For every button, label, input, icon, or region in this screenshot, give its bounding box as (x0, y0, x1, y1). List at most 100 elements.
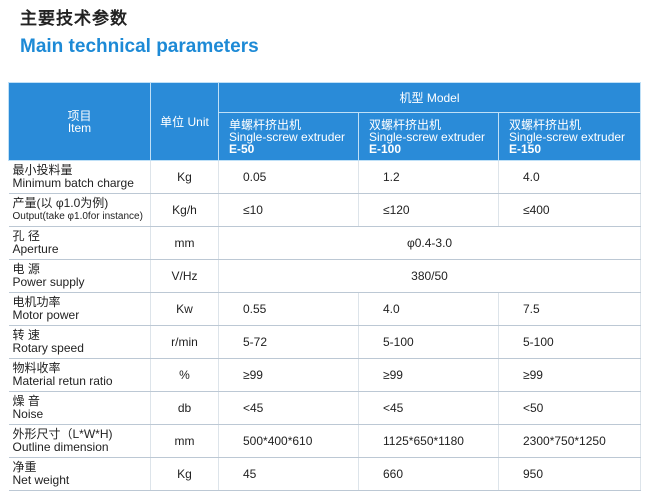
model-en: Single-screw extruder (369, 129, 486, 144)
model-code-line: E-50 (229, 143, 357, 155)
value-cell: 950 (498, 457, 642, 491)
value-cell: ≤120 (358, 193, 499, 227)
item-cell: 孔 径 Aperture (8, 226, 151, 260)
unit-cell: mm (150, 424, 219, 458)
unit-header: 单位 Unit (150, 82, 219, 161)
table-row: 电机功率 Motor power Kw 0.55 4.0 7.5 (8, 292, 642, 326)
item-en: Aperture (12, 242, 59, 256)
model-cn: 双螺杆挤出机 (369, 117, 442, 132)
item-cell: 燥 音 Noise (8, 391, 151, 425)
unit-cell: Kg (150, 457, 219, 491)
item-cn: 项目 (67, 108, 92, 123)
item-cell: 转 速 Rotary speed (8, 325, 151, 359)
item-cn: 孔 径 (12, 229, 40, 243)
value-cell: 45 (218, 457, 359, 491)
item-en: Outline dimension (12, 440, 109, 454)
model-subheader: 单螺杆挤出机 Single-screw extruder E-50 (218, 112, 359, 161)
item-cn: 最小投料量 (12, 163, 73, 177)
value-cell: 1.2 (358, 160, 499, 194)
value-cell: 5-72 (218, 325, 359, 359)
item-cn: 电 源 (12, 262, 40, 276)
table-row: 燥 音 Noise db <45 <45 <50 (8, 391, 642, 425)
value-cell: ≤10 (218, 193, 359, 227)
unit-cell: Kw (150, 292, 219, 326)
item-cell: 电机功率 Motor power (8, 292, 151, 326)
table-body: 最小投料量 Minimum batch charge Kg 0.05 1.2 4.0 产量(… (8, 160, 642, 491)
value-cell: <45 (358, 391, 499, 425)
item-cn: 电机功率 (12, 295, 61, 309)
model-cn: 单螺杆挤出机 (229, 117, 302, 132)
item-cell: 净重 Net weight (8, 457, 151, 491)
value-cell: 5-100 (358, 325, 499, 359)
value-cell: 0.55 (218, 292, 359, 326)
table-row: 物料收率 Material retun ratio% ≥99 ≥99 ≥99 (8, 358, 642, 392)
unit-cell: mm (150, 226, 219, 260)
table-row: 外形尺寸（L*W*H) Outline dimension mm 500*400*61… (8, 424, 642, 458)
unit-cell: r/min (150, 325, 219, 359)
item-en: Item (67, 120, 92, 135)
title-en: Main technical parameters (20, 36, 259, 57)
item-cell: 物料收率 Material retun ratio (8, 358, 151, 392)
item-cell: 电 源 Power supply (8, 259, 151, 293)
item-cn: 燥 音 (12, 394, 40, 408)
value-cell: 2300*750*1250 (498, 424, 642, 458)
model-subheader: 双螺杆挤出机 Single-screw extruder E-150 (497, 112, 642, 161)
item-header: 项目 Item (8, 82, 151, 161)
value-cell: <45 (218, 391, 359, 425)
table-row: 电 源 Power supply V/Hz 380/50 (8, 259, 642, 293)
value-cell: 0.05 (218, 160, 359, 194)
item-cn: 净重 (12, 460, 37, 474)
spec-table: 项目 Item 单位 Unit 机型 Model 单螺杆挤出机 Single-sc… (8, 82, 642, 491)
item-cell: 最小投料量 Minimum batch charge (8, 160, 151, 194)
value-cell: <50 (498, 391, 642, 425)
value-cell: 500*400*610 (218, 424, 359, 458)
unit-cell: db (150, 391, 219, 425)
value-cell: ≥99 (218, 358, 359, 392)
model-en: Single-screw extruder (509, 129, 626, 144)
table-row: 孔 径 Aperture mm φ0.4-3.0 (8, 226, 642, 260)
value-cell: ≤400 (498, 193, 642, 227)
unit-cell: Kg (150, 160, 219, 194)
table-row: 产量(以 φ1.0为例) Output(take φ1.0for instance… (8, 193, 642, 227)
unit-cell: V/Hz (150, 259, 219, 293)
item-en: Noise (12, 407, 44, 421)
value-cell: ≥99 (358, 358, 499, 392)
item-cell: 外形尺寸（L*W*H) Outline dimension (8, 424, 151, 458)
value-cell: 380/50 (218, 259, 642, 293)
item-en: Output(take φ1.0for instance) (12, 211, 143, 222)
model-subheader: 双螺杆挤出机 Single-screw extruder E-100 (358, 112, 499, 161)
title-cn: 主要技术参数 (20, 9, 128, 28)
item-cn: 转 速 (12, 328, 40, 342)
item-en: Power supply (12, 275, 85, 289)
unit-cell: Kg/h (150, 193, 219, 227)
item-cn: 产量(以 φ1.0为例) (12, 196, 109, 210)
item-en: Material retun ratio (12, 374, 113, 388)
model-code-line: E-100 (369, 143, 497, 155)
item-cn: 外形尺寸（L*W*H) (12, 427, 113, 441)
table-row: 净重 Net weight Kg 45 660 950 (8, 457, 642, 491)
model-header: 机型 Model (217, 82, 642, 113)
item-cn: 物料收率 (12, 361, 61, 375)
unit-cell: % (150, 358, 219, 392)
item-en: Motor power (12, 308, 80, 322)
model-code: E-50 (229, 141, 255, 156)
model-en: Single-screw extruder (229, 129, 346, 144)
value-cell: 4.0 (358, 292, 499, 326)
item-en: Minimum batch charge (12, 176, 134, 190)
item-en: Net weight (12, 473, 70, 487)
value-cell: 1125*650*1180 (358, 424, 499, 458)
model-cn: 双螺杆挤出机 (509, 117, 582, 132)
model-code: E-150 (509, 141, 542, 156)
value-cell: 7.5 (498, 292, 642, 326)
value-cell: 4.0 (498, 160, 642, 194)
table-row: 最小投料量 Minimum batch charge Kg 0.05 1.2 4.0 (8, 160, 642, 194)
item-cell: 产量(以 φ1.0为例) Output(take φ1.0for instance… (8, 193, 151, 227)
table-row: 转 速 Rotary speed r/min 5-72 5-100 5-100 (8, 325, 642, 359)
value-cell: 660 (358, 457, 499, 491)
item-en: Rotary speed (12, 341, 84, 355)
table-head: 项目 Item 单位 Unit 机型 Model 单螺杆挤出机 Single-sc… (8, 82, 642, 161)
model-code-line: E-150 (509, 143, 639, 155)
model-code: E-100 (369, 141, 402, 156)
value-cell: ≥99 (498, 358, 642, 392)
